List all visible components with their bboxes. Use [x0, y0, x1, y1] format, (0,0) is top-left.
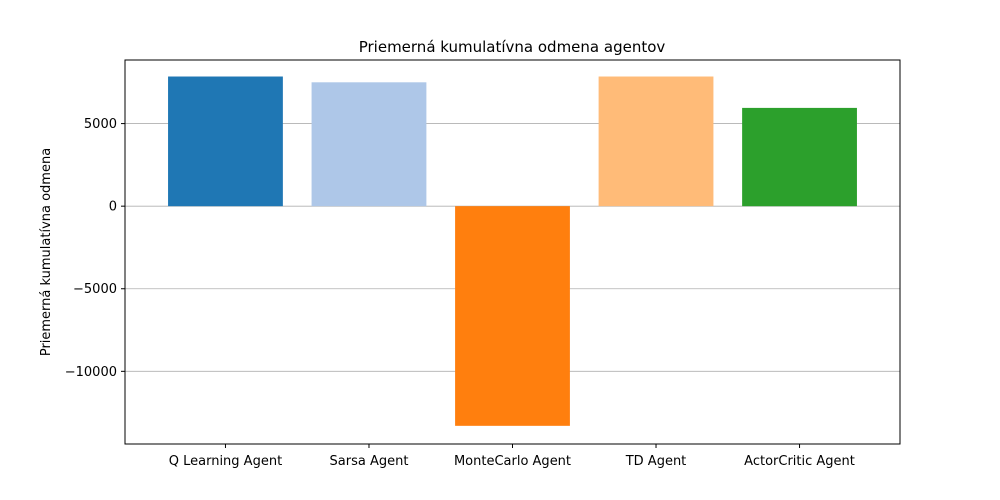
- chart-title: Priemerná kumulatívna odmena agentov: [359, 38, 666, 56]
- bar: [168, 76, 283, 207]
- y-axis-label: Priemerná kumulatívna odmena: [39, 148, 54, 356]
- plot-frame: [124, 59, 901, 445]
- y-tick-label: −5000: [73, 282, 117, 297]
- y-tick-label: 0: [109, 200, 117, 215]
- x-tick-label: TD Agent: [625, 454, 687, 469]
- x-tick-label: Q Learning Agent: [169, 454, 282, 469]
- bar: [311, 82, 427, 207]
- bars: [168, 76, 857, 426]
- bar: [455, 206, 570, 426]
- x-axis-ticks: Q Learning Agent Sarsa Agent MonteCarlo Ag…: [169, 444, 855, 469]
- bar: [598, 76, 714, 207]
- y-axis-ticks: −10000 −5000 0 5000: [65, 117, 125, 380]
- y-tick-label: 5000: [84, 117, 117, 132]
- x-tick-label: MonteCarlo Agent: [454, 454, 571, 469]
- y-tick-label: −10000: [65, 365, 117, 380]
- x-tick-label: ActorCritic Agent: [744, 454, 855, 469]
- x-tick-label: Sarsa Agent: [330, 454, 409, 469]
- bar: [742, 107, 857, 207]
